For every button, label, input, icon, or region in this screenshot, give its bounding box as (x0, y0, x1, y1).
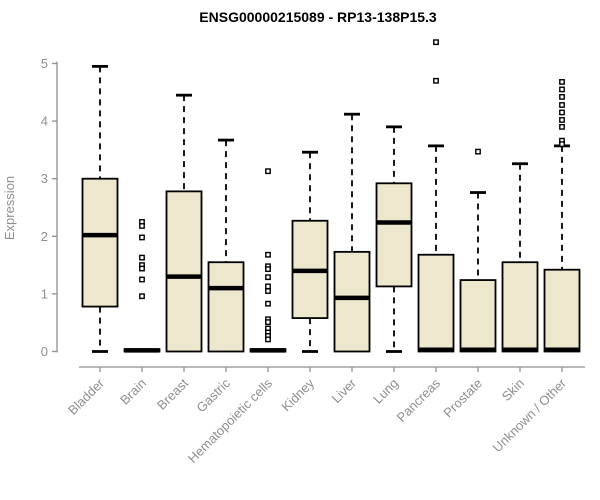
outlier-point-brain (139, 234, 145, 241)
x-tick-label-kidney: Kidney (278, 375, 317, 414)
box-bladder (81, 177, 119, 308)
outlier-point-hematopoietic-cells (265, 288, 271, 294)
x-tick-label-skin: Skin (499, 376, 527, 404)
outlier-point-unknown-other (559, 141, 565, 148)
y-tick-label: 1 (41, 286, 48, 301)
box-breast (165, 190, 203, 353)
outlier-point-prostate (475, 148, 481, 155)
x-tick-label-liver: Liver (329, 375, 360, 406)
outlier-point-hematopoietic-cells (265, 251, 271, 258)
y-tick-label: 0 (41, 344, 48, 359)
outlier-point-unknown-other (559, 94, 565, 100)
box-skin (501, 261, 539, 353)
outlier-point-hematopoietic-cells (265, 300, 271, 307)
y-tick-label: 4 (41, 114, 48, 129)
outlier-point-unknown-other (559, 123, 565, 130)
x-tick-label-prostate: Prostate (440, 376, 485, 421)
x-tick-label-bladder: Bladder (65, 375, 108, 418)
x-tick-label-lung: Lung (370, 376, 401, 407)
box-gastric (207, 261, 245, 353)
outlier-point-unknown-other (559, 86, 565, 93)
x-tick-label-unknown-other: Unknown / Other (490, 375, 570, 455)
outlier-point-brain (139, 293, 145, 300)
outlier-point-unknown-other (559, 109, 565, 116)
y-tick-label: 5 (41, 56, 48, 71)
outlier-point-brain (139, 265, 145, 272)
outlier-point-hematopoietic-cells (265, 283, 271, 290)
outlier-point-hematopoietic-cells (265, 266, 271, 273)
outlier-point-hematopoietic-cells (265, 319, 271, 326)
outlier-point-brain (139, 223, 145, 229)
y-tick-label: 3 (41, 171, 48, 186)
outlier-point-pancreas (433, 77, 439, 84)
box-lung (375, 182, 413, 288)
outlier-point-unknown-other (559, 79, 565, 85)
outlier-point-unknown-other (559, 102, 565, 108)
box-unknown-other (543, 268, 581, 353)
x-tick-label-gastric: Gastric (193, 375, 233, 415)
outlier-point-hematopoietic-cells (265, 336, 271, 343)
chart-title: ENSG00000215089 - RP13-138P15.3 (199, 9, 437, 25)
box-pancreas (417, 253, 455, 353)
y-tick-label: 2 (41, 229, 48, 244)
y-axis-label: Expression (2, 176, 17, 240)
outlier-point-pancreas (433, 39, 439, 46)
box-liver (333, 250, 371, 353)
outlier-point-brain (139, 254, 145, 261)
outlier-point-hematopoietic-cells (265, 274, 271, 281)
outlier-point-brain (139, 276, 145, 283)
x-tick-label-breast: Breast (154, 375, 191, 412)
x-tick-label-pancreas: Pancreas (394, 375, 444, 425)
outlier-point-hematopoietic-cells (265, 168, 271, 175)
x-tick-label-brain: Brain (117, 376, 149, 408)
outlier-point-unknown-other (559, 117, 565, 123)
box-prostate (459, 279, 497, 353)
